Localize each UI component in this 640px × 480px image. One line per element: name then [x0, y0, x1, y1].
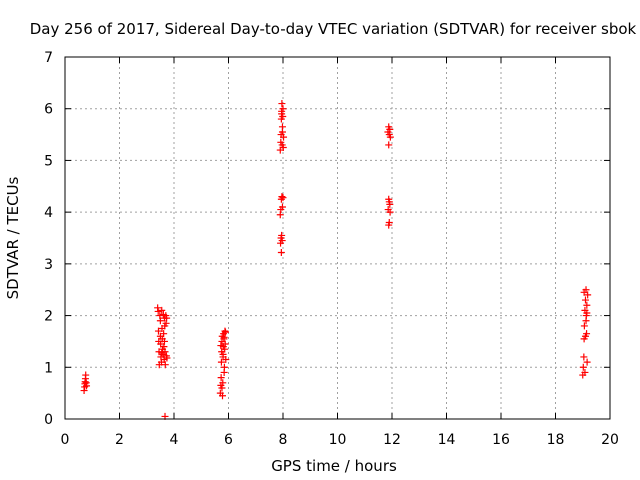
y-tick-label: 6	[44, 102, 53, 118]
x-tick-label: 14	[438, 432, 456, 448]
data-point	[219, 392, 227, 400]
y-tick-label: 4	[44, 205, 53, 221]
y-tick-label: 3	[44, 257, 53, 273]
data-point	[581, 332, 589, 340]
data-point	[583, 309, 591, 317]
data-point	[154, 307, 162, 315]
x-tick-label: 8	[279, 432, 288, 448]
x-tick-label: 16	[492, 432, 510, 448]
data-point	[220, 333, 228, 341]
data-point	[222, 356, 230, 364]
data-point	[154, 327, 162, 335]
data-point	[280, 133, 288, 141]
data-point	[279, 105, 287, 113]
y-tick-label: 5	[44, 153, 53, 169]
y-tick-label: 1	[44, 360, 53, 376]
data-point	[219, 379, 227, 387]
data-point	[278, 110, 286, 118]
x-tick-label: 2	[115, 432, 124, 448]
data-point	[386, 200, 394, 208]
data-point	[163, 314, 171, 322]
data-point	[581, 368, 589, 376]
data-point	[221, 340, 229, 348]
data-point	[158, 306, 166, 314]
data-point	[580, 322, 588, 330]
x-axis-label: GPS time / hours	[271, 457, 397, 475]
data-point	[278, 203, 286, 211]
data-point	[158, 349, 166, 357]
data-point	[218, 384, 226, 392]
chart-title: Day 256 of 2017, Sidereal Day-to-day VTE…	[30, 20, 637, 38]
data-point	[82, 371, 90, 379]
data-point	[163, 354, 171, 362]
x-tick-label: 10	[329, 432, 347, 448]
data-point	[220, 363, 228, 371]
data-point	[277, 248, 285, 256]
data-point	[584, 291, 592, 299]
data-point	[219, 350, 227, 358]
data-point	[279, 144, 287, 151]
data-point	[278, 100, 286, 108]
data-point	[278, 193, 286, 201]
data-point	[278, 128, 286, 136]
data-point	[217, 374, 225, 382]
data-point	[386, 208, 394, 216]
data-point	[583, 301, 591, 309]
x-tick-label: 4	[170, 432, 179, 448]
data-point	[580, 353, 588, 361]
data-point	[161, 348, 169, 356]
data-point	[386, 125, 394, 133]
data-point	[385, 221, 393, 229]
x-tick-label: 6	[224, 432, 233, 448]
x-tick-label: 20	[601, 432, 619, 448]
data-point	[386, 133, 394, 141]
data-point	[385, 141, 393, 149]
data-point	[83, 382, 91, 390]
y-tick-label: 2	[44, 309, 53, 325]
y-tick-label: 0	[44, 412, 53, 428]
data-point	[579, 363, 587, 371]
data-point	[156, 317, 164, 325]
y-axis-label: SDTVAR / TECUs	[4, 176, 22, 299]
data-point	[217, 358, 225, 366]
plot-frame	[64, 56, 611, 420]
grid	[65, 57, 610, 419]
data-point	[217, 342, 225, 350]
data-point	[583, 358, 591, 366]
data-point	[222, 328, 230, 336]
data-point	[581, 296, 589, 304]
data-point	[279, 194, 287, 202]
data-point	[161, 361, 169, 369]
data-point	[582, 317, 590, 325]
data-point	[160, 337, 168, 345]
data-point	[278, 237, 286, 245]
x-tick-label: 18	[547, 432, 565, 448]
data-point	[160, 330, 168, 338]
data-point	[580, 288, 588, 296]
x-tick-label: 0	[61, 432, 70, 448]
y-tick-label: 7	[44, 50, 53, 66]
data-points	[80, 100, 592, 420]
x-tick-label: 12	[383, 432, 401, 448]
